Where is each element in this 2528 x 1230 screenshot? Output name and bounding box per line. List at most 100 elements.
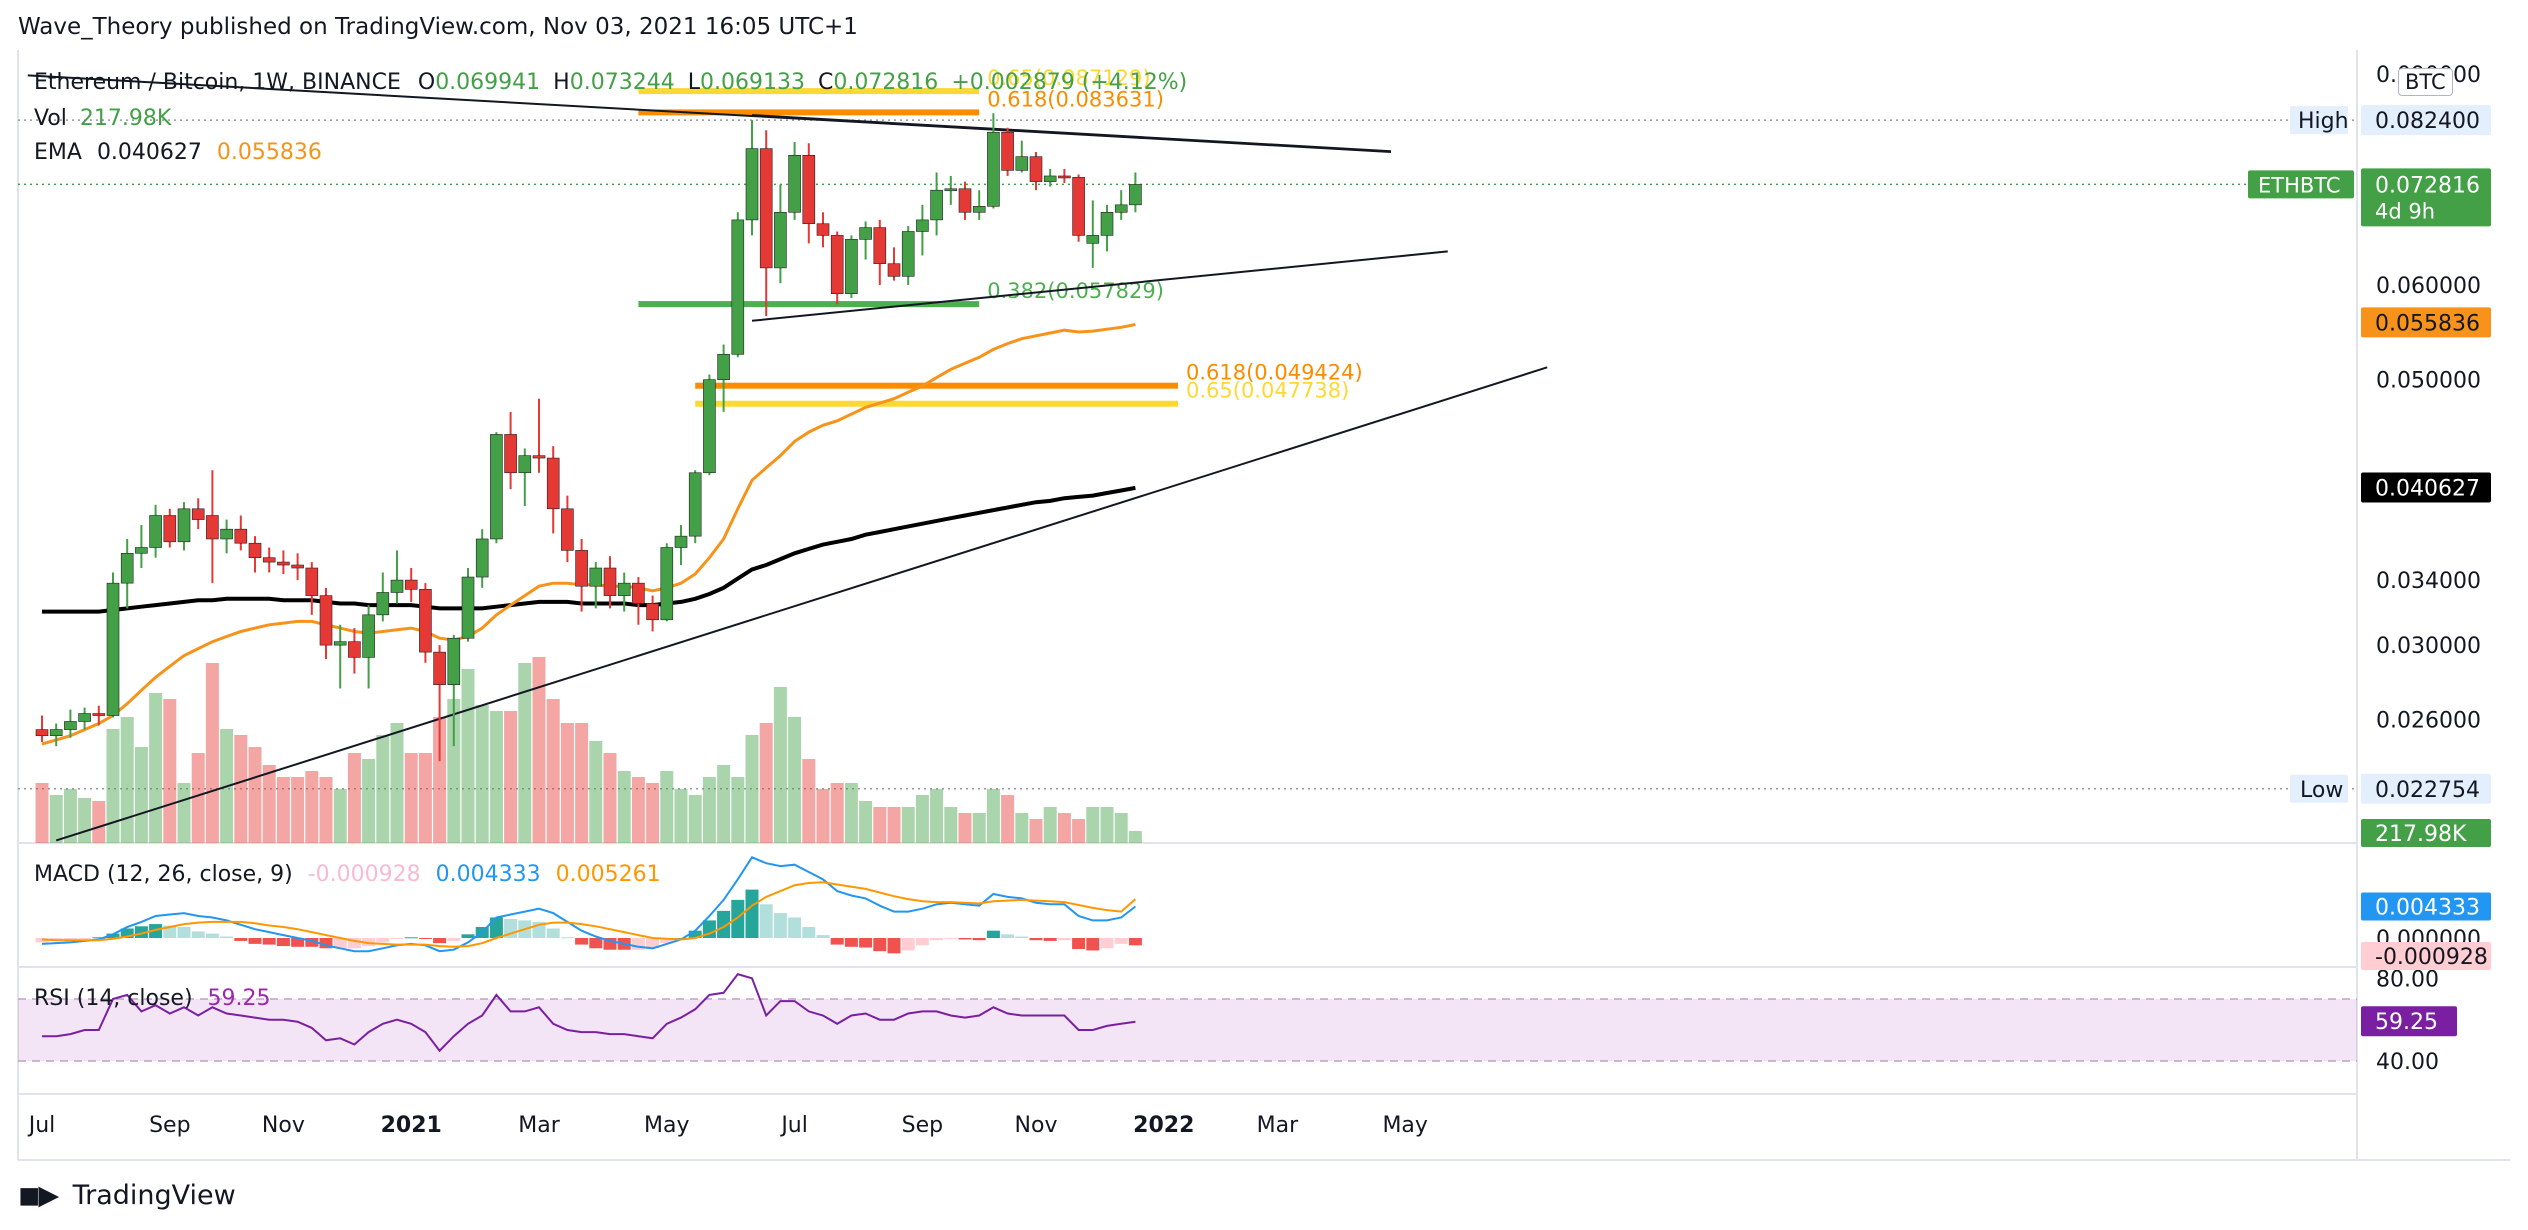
high-label-bg <box>2290 106 2348 135</box>
time-axis-label: Sep <box>902 1113 943 1138</box>
volume-bar <box>816 789 830 843</box>
rsi-value-tag: 59.25 <box>2375 1010 2438 1035</box>
time-axis-label: May <box>644 1113 689 1138</box>
ohlc-low: 0.069133 <box>699 70 805 95</box>
price-axis-tick: 0.026000 <box>2376 708 2481 733</box>
tradingview-logo-text: TradingView <box>72 1180 236 1211</box>
macd-histogram-bar <box>1100 938 1114 949</box>
ohlc-close: 0.072816 <box>833 70 939 95</box>
macd-histogram-bar <box>489 917 503 938</box>
volume-bar <box>660 771 674 843</box>
candle-body <box>64 721 77 730</box>
rsi-value-tag-bg <box>2361 1006 2457 1037</box>
candle-body <box>958 188 972 213</box>
candle-body <box>78 713 91 722</box>
candle-body <box>688 472 702 537</box>
candle-body <box>120 552 134 584</box>
macd-histogram-bar <box>802 927 816 938</box>
trendline <box>55 366 1548 842</box>
macd-histogram-bar <box>418 938 432 939</box>
candle-body <box>319 595 333 646</box>
macd-histogram-bar <box>901 938 915 951</box>
candle-body <box>944 188 958 192</box>
currency-button[interactable]: BTC <box>2398 68 2453 96</box>
macd-histogram-bar <box>319 938 333 949</box>
macd-histogram-bar <box>234 938 248 941</box>
volume-bar <box>1086 807 1100 843</box>
macd-histogram-bar <box>873 938 887 952</box>
volume-bar <box>404 753 418 843</box>
volume-bar <box>262 765 276 843</box>
candle-body <box>603 567 617 596</box>
macd-histogram-bar <box>646 938 660 949</box>
vol-label: Vol <box>34 106 67 131</box>
low-price-tag-bg <box>2361 773 2491 804</box>
candle-body <box>859 227 872 240</box>
macd-histogram-bar <box>78 938 92 939</box>
macd-histogram-bar <box>333 938 347 949</box>
macd-histogram-bar <box>986 930 1000 938</box>
volume-bar <box>603 753 617 843</box>
candle-body <box>731 219 745 355</box>
volume-bar <box>1072 819 1086 843</box>
candle-body <box>262 557 276 563</box>
price-axis-tick: 0.030000 <box>2376 634 2481 659</box>
volume-bar <box>106 729 120 843</box>
ema-slow-tag: 0.040627 <box>2375 477 2480 502</box>
volume-tag-bg <box>2361 819 2491 847</box>
high-label: High <box>2298 109 2349 134</box>
tradingview-logo[interactable]: ◼▶ TradingView <box>18 1180 236 1211</box>
volume-bar <box>1128 831 1142 843</box>
rsi-band <box>18 999 2357 1061</box>
volume-bar <box>617 771 631 843</box>
candle-body <box>887 263 901 277</box>
candle-body <box>987 131 1000 207</box>
time-axis-label: Jul <box>779 1113 808 1138</box>
time-axis-label: Mar <box>518 1113 560 1138</box>
volume-bar <box>575 723 589 843</box>
volume-bar <box>433 717 447 843</box>
fib-level-line <box>695 382 1178 389</box>
macd-histogram-bar <box>362 938 376 947</box>
price-axis-tick: 0.034000 <box>2376 569 2481 594</box>
time-axis-label: 2021 <box>381 1113 442 1138</box>
volume-bar <box>319 777 333 843</box>
macd-histogram-bar <box>830 938 844 945</box>
volume-bar <box>915 795 929 843</box>
volume-bar <box>674 789 688 843</box>
macd-histogram-bar <box>220 936 234 938</box>
macd-signal-line <box>41 881 1137 948</box>
candle-body <box>873 227 887 265</box>
price-axis-tick: 0.050000 <box>2376 369 2481 394</box>
candle-body <box>1100 212 1114 236</box>
ema-label: EMA <box>34 140 82 165</box>
vol-value: 217.98K <box>79 106 172 131</box>
macd-histogram-bar <box>120 928 134 938</box>
volume-bar <box>347 753 361 843</box>
macd-histogram-bar <box>248 938 262 944</box>
trendlines <box>27 74 1548 842</box>
macd-histogram-bar <box>390 938 404 939</box>
volume-bar <box>163 699 177 843</box>
candle-body <box>291 564 304 569</box>
volume-bar <box>489 711 503 843</box>
macd-histogram-bar <box>603 938 617 950</box>
candle-body <box>390 579 404 593</box>
volume-bar <box>362 759 376 843</box>
macd-histogram-bar <box>773 913 787 938</box>
volume-bar <box>944 807 958 843</box>
volume-bar <box>134 747 148 843</box>
macd-histogram-bar <box>149 924 163 938</box>
volume-bar <box>248 747 262 843</box>
volume-bar <box>717 765 731 843</box>
ema-slow-line <box>42 485 1136 614</box>
macd-histogram-bar <box>731 899 745 938</box>
candle-body <box>1086 235 1100 244</box>
volume-bar <box>1029 819 1043 843</box>
bar-countdown: 4d 9h <box>2375 199 2435 223</box>
candle-body <box>759 148 773 269</box>
macd-histogram-bar <box>1114 938 1128 944</box>
time-axis-label: May <box>1382 1113 1427 1138</box>
volume-bar <box>901 807 915 843</box>
